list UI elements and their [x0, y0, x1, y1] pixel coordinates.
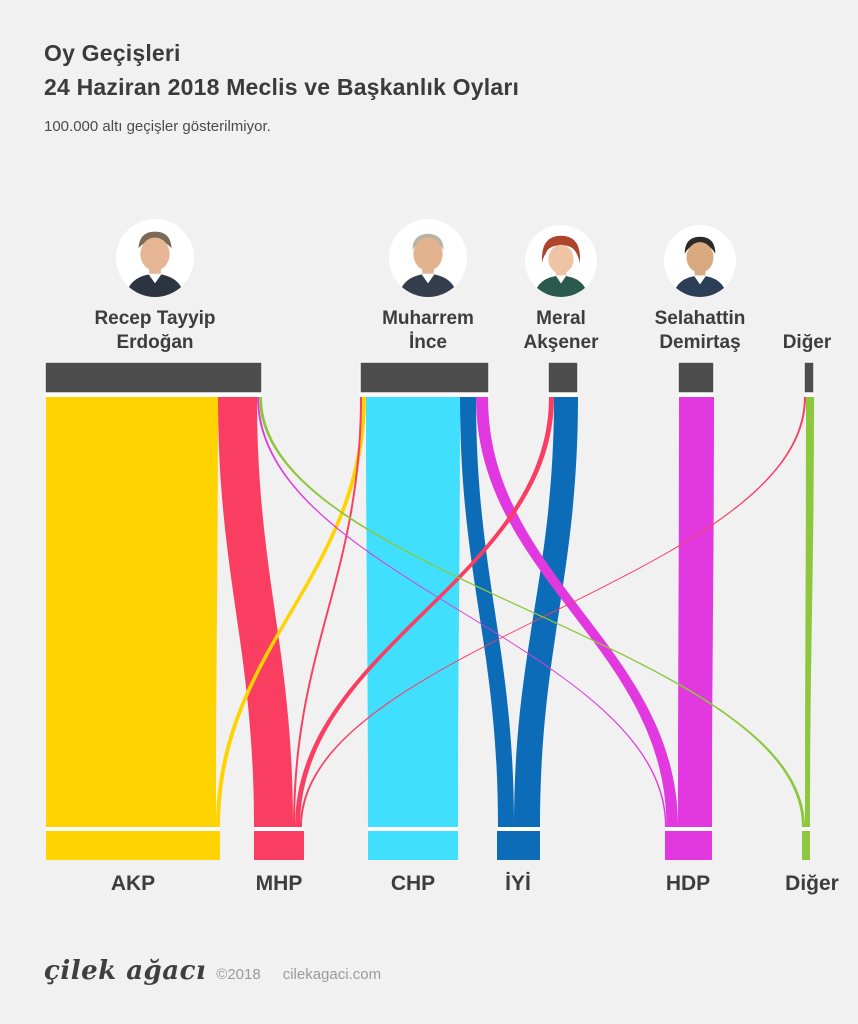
candidate-name: Muharrem İnce [382, 308, 474, 353]
candidate-name: Selahattin Demirtaş [654, 308, 746, 353]
sankey-node-diger_top [803, 361, 815, 394]
sankey-node-chp [368, 831, 458, 860]
person-avatar-icon [389, 219, 467, 297]
chart-title: Oy Geçişleri 24 Haziran 2018 Meclis ve B… [44, 36, 519, 104]
person-avatar-icon [525, 225, 597, 297]
person-avatar-icon [664, 225, 736, 297]
party-label-akp: AKP [110, 872, 156, 895]
sankey-node-demirtas [677, 361, 715, 394]
sankey-link-diger_top-diger [805, 397, 814, 827]
sankey-gap-chp [368, 827, 458, 831]
candidate-aksener: Meral Akşener [466, 205, 656, 355]
sankey-link-ince-mhp [293, 397, 362, 827]
party-label-chp: CHP [390, 872, 436, 895]
title-line-2: 24 Haziran 2018 Meclis ve Başkanlık Oyla… [44, 74, 520, 100]
sankey-node-aksener [547, 361, 579, 394]
candidate-demirtas: Selahattin Demirtaş [605, 205, 795, 355]
sankey-link-aksener-iyi [514, 397, 578, 827]
avatar-aksener [466, 205, 656, 297]
avatar-demirtas [605, 205, 795, 297]
copyright-text: ©2018 [216, 966, 261, 983]
avatar-erdogan [60, 205, 250, 297]
sankey-link-erdogan-akp [46, 397, 218, 827]
title-line-1: Oy Geçişleri [44, 40, 181, 66]
sankey-gap-erdogan [45, 393, 262, 397]
party-label-diger: Diğer [785, 872, 839, 895]
sankey-node-mhp [254, 831, 304, 860]
sankey-link-ince-chp [366, 397, 460, 827]
sankey-link-demirtas-hdp [678, 397, 714, 827]
top-node-label-diger: Diğer [782, 332, 832, 353]
sankey-link-erdogan-diger [259, 397, 805, 827]
sankey-gap-ince [360, 393, 489, 397]
sankey-gap-hdp [665, 827, 712, 831]
sankey-gap-demirtas [678, 393, 714, 397]
avatar-ince [333, 205, 523, 297]
sankey-node-ince [359, 361, 490, 394]
website-text: cilekagaci.com [282, 966, 382, 983]
sankey-gap-mhp [254, 827, 304, 831]
sankey-link-ince-hdp [476, 397, 678, 827]
sankey-link-erdogan-hdp [257, 397, 667, 827]
sankey-gap-akp [46, 827, 220, 831]
brand-logo: çilek ağacı [44, 956, 207, 986]
party-label-iyi: İYİ [505, 872, 531, 895]
candidate-name: Meral Akşener [523, 308, 599, 353]
candidate-ince: Muharrem İnce [333, 205, 523, 355]
sankey-node-hdp [665, 831, 712, 860]
sankey-node-akp [46, 831, 220, 860]
candidate-erdogan: Recep Tayyip Erdoğan [60, 205, 250, 355]
sankey-node-iyi [497, 831, 540, 860]
person-avatar-icon [116, 219, 194, 297]
sankey-gap-diger_top [804, 393, 814, 397]
sankey-gap-iyi [497, 827, 540, 831]
chart-subtitle: 100.000 altı geçişler gösterilmiyor. [44, 118, 271, 135]
sankey-link-erdogan-mhp [218, 397, 293, 827]
party-label-mhp: MHP [255, 872, 303, 895]
sankey-link-ince-akp [216, 397, 366, 827]
sankey-link-diger_top-mhp [300, 397, 806, 827]
sankey-gap-diger [802, 827, 810, 831]
candidate-name: Recep Tayyip Erdoğan [94, 308, 216, 353]
party-label-hdp: HDP [665, 872, 711, 895]
sankey-gap-aksener [548, 393, 578, 397]
sankey-node-diger [802, 831, 810, 860]
footer: çilek ağacı ©2018 cilekagaci.com [44, 956, 381, 986]
sankey-link-ince-iyi [460, 397, 514, 827]
sankey-link-aksener-mhp [295, 397, 554, 827]
sankey-node-erdogan [44, 361, 263, 394]
